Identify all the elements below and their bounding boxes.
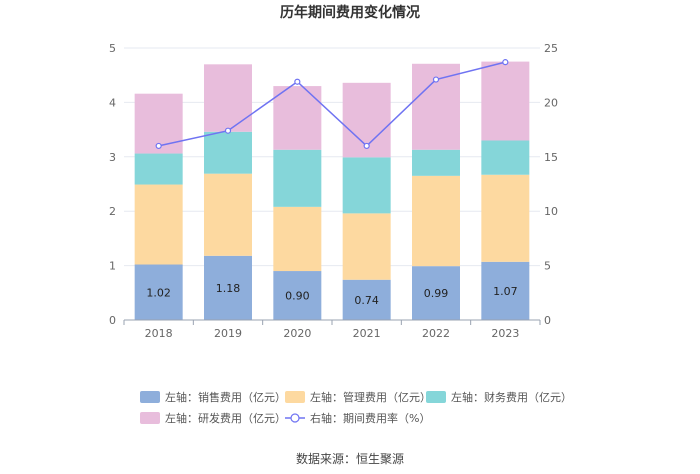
bar-value-label: 1.07 xyxy=(493,285,518,298)
x-tick-label: 2020 xyxy=(283,327,311,340)
bar-2-2023 xyxy=(481,174,530,262)
bar-value-label: 0.99 xyxy=(424,287,449,300)
rate-line-path xyxy=(158,61,506,147)
right-tick-label: 10 xyxy=(544,205,558,218)
bar-2-2021 xyxy=(342,213,391,280)
legend-swatch-icon xyxy=(140,391,160,403)
bar-3-2020 xyxy=(273,149,322,207)
legend-label: 左轴：研发费用（亿元） xyxy=(165,411,286,425)
legend-label: 左轴：财务费用（亿元） xyxy=(451,390,572,404)
bar-4-2019 xyxy=(204,64,252,132)
legend-label: 左轴：管理费用（亿元） xyxy=(310,390,431,404)
bar-2-2019 xyxy=(204,173,252,256)
legend-label: 右轴：期间费用率（%） xyxy=(310,411,430,425)
legend-item[interactable]: 左轴：管理费用（亿元） xyxy=(285,390,431,404)
rate-point xyxy=(363,142,370,150)
bar-value-label: 1.02 xyxy=(146,286,171,299)
bar-4-2023 xyxy=(481,61,530,141)
left-tick-label: 4 xyxy=(109,96,116,109)
bar-2-2018 xyxy=(134,184,183,265)
legend-swatch-icon xyxy=(140,412,160,424)
bar-1-2020 xyxy=(273,271,322,320)
bar-2-2020 xyxy=(273,206,322,272)
left-tick-label: 5 xyxy=(109,42,116,55)
bar-1-2019 xyxy=(204,255,252,320)
x-tick-label: 2019 xyxy=(214,327,242,340)
bar-3-2018 xyxy=(134,153,183,185)
chart-title: 历年期间费用变化情况 xyxy=(280,4,420,21)
legend-item[interactable]: 右轴：期间费用率（%） xyxy=(285,411,430,425)
legend-swatch-icon xyxy=(426,391,446,403)
legend[interactable]: 左轴：销售费用（亿元） 左轴：管理费用（亿元） 左轴：财务费用（亿元） 左轴：研发费用… xyxy=(140,390,572,425)
bar-1-2021 xyxy=(342,279,391,320)
bar-value-label: 0.90 xyxy=(285,290,310,303)
rate-point xyxy=(294,78,301,85)
legend-marker-icon xyxy=(290,413,300,423)
bar-value-label: 0.74 xyxy=(354,294,379,307)
x-tick-label: 2018 xyxy=(145,327,173,340)
bar-3-2021 xyxy=(342,157,391,214)
left-tick-label: 0 xyxy=(109,314,116,327)
x-tick-label: 2022 xyxy=(422,327,450,340)
left-tick-label: 3 xyxy=(109,151,116,164)
bar-value-label: 1.18 xyxy=(216,282,241,295)
left-tick-label: 1 xyxy=(109,260,116,273)
bar-1-2023 xyxy=(481,261,530,320)
rate-point xyxy=(155,142,162,150)
right-tick-label: 25 xyxy=(544,42,558,55)
axes: 0 1 2 3 4 5 0 5 10 15 20 25 2018 2019 2020 2021 2022 2023 xyxy=(109,42,558,340)
left-tick-label: 2 xyxy=(109,205,116,218)
bar-1-2022 xyxy=(412,266,460,320)
right-tick-label: 0 xyxy=(544,314,551,327)
x-tick-label: 2021 xyxy=(353,327,381,340)
right-tick-label: 20 xyxy=(544,96,558,109)
right-tick-label: 15 xyxy=(544,151,558,164)
gridlines xyxy=(124,47,540,267)
legend-item[interactable]: 左轴：研发费用（亿元） xyxy=(140,411,286,425)
legend-item[interactable]: 左轴：销售费用（亿元） xyxy=(140,390,286,404)
legend-swatch-icon xyxy=(285,391,305,403)
legend-label: 左轴：销售费用（亿元） xyxy=(165,390,286,404)
right-tick-label: 5 xyxy=(544,260,551,273)
data-source: 数据来源：恒生聚源 xyxy=(296,451,404,466)
rate-line xyxy=(155,59,509,150)
bar-4-2020 xyxy=(273,86,322,150)
bar-3-2023 xyxy=(481,140,530,175)
bar-2-2022 xyxy=(412,175,460,267)
bar-3-2022 xyxy=(412,149,460,176)
legend-item[interactable]: 左轴：财务费用（亿元） xyxy=(426,390,572,404)
rate-point xyxy=(502,59,509,66)
rate-point xyxy=(224,127,232,134)
bar-1-2018 xyxy=(134,264,183,320)
rate-point xyxy=(432,76,440,83)
x-tick-label: 2023 xyxy=(491,327,519,340)
bar-3-2019 xyxy=(204,131,252,174)
bar-series: 1.02 1.18 0.90 0.74 0.99 1.07 xyxy=(134,61,530,320)
